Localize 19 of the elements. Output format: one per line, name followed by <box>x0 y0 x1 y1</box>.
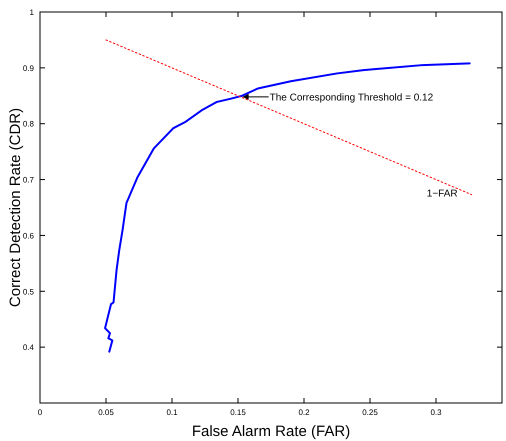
x-tick-label: 0.05 <box>98 408 114 417</box>
y-tick-label: 1 <box>30 8 35 17</box>
y-tick-label: 0.5 <box>22 287 35 296</box>
y-tick-label: 0.7 <box>22 176 35 185</box>
x-tick-label: 0 <box>38 408 43 417</box>
annotation: The Corresponding Threshold = 0.12 <box>270 92 434 104</box>
x-tick-label: 0.1 <box>166 408 178 417</box>
y-tick-label: 0.4 <box>22 343 35 352</box>
x-tick-label: 0.2 <box>298 408 310 417</box>
x-tick-label: 0.15 <box>230 408 246 417</box>
x-tick-label: 0.25 <box>362 408 378 417</box>
y-tick-label: 0.6 <box>22 231 35 240</box>
x-tick-label: 0.3 <box>430 408 442 417</box>
x-axis-title: False Alarm Rate (FAR) <box>192 423 350 440</box>
y-tick-label: 0.8 <box>22 120 35 129</box>
line-series <box>104 62 471 353</box>
y-tick-label: 0.9 <box>22 64 35 73</box>
y-axis-title: Correct Detection Rate (CDR) <box>7 108 24 308</box>
series-label: 1−FAR <box>426 188 458 200</box>
